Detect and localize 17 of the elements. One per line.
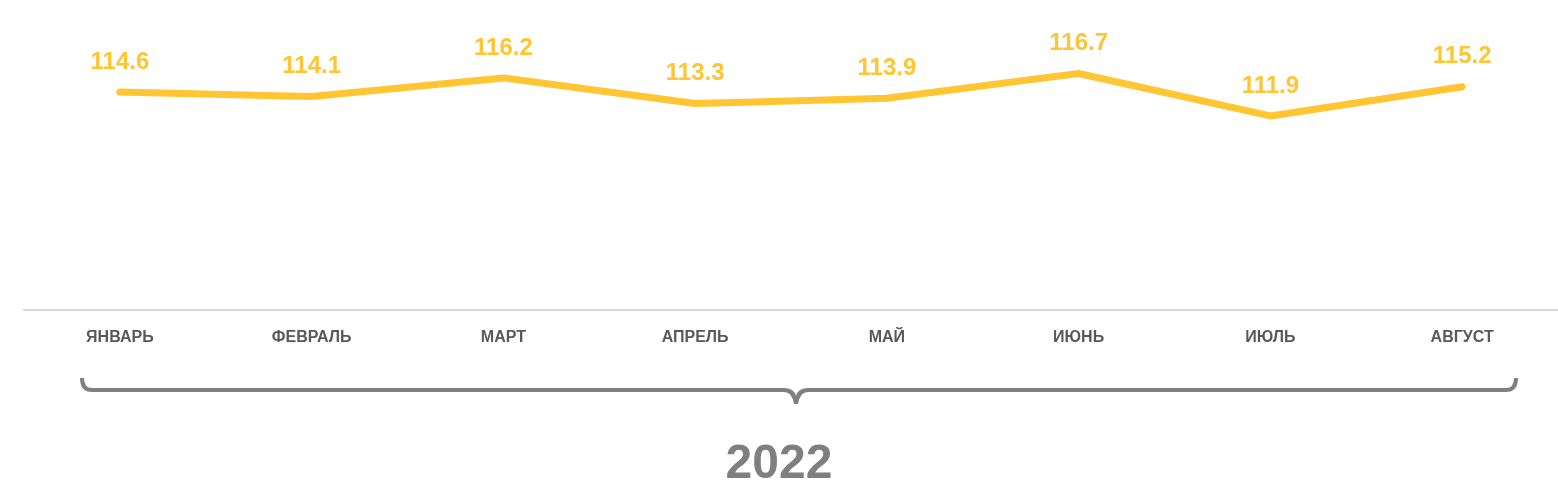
x-tick-label: ИЮЛЬ [1245,327,1296,345]
data-label: 116.2 [474,32,533,60]
data-label: 114.1 [282,51,341,79]
x-tick-label: ФЕВРАЛЬ [271,327,352,345]
data-label: 113.3 [665,58,725,86]
data-label: 115.2 [1432,41,1492,69]
x-tick-label: АПРЕЛЬ [661,327,729,345]
x-tick-label: МАЙ [868,326,906,345]
data-label: 111.9 [1241,70,1300,98]
x-tick-label: ИЮНЬ [1053,327,1105,345]
data-label: 113.9 [857,52,917,80]
x-axis-title: 2022 [724,434,834,488]
data-label: 116.7 [1049,28,1108,56]
x-tick-label: ЯНВАРЬ [86,327,154,345]
x-tick-label: АВГУСТ [1430,327,1494,345]
data-label: 114.6 [90,46,150,74]
x-tick-label: МАРТ [480,327,527,345]
